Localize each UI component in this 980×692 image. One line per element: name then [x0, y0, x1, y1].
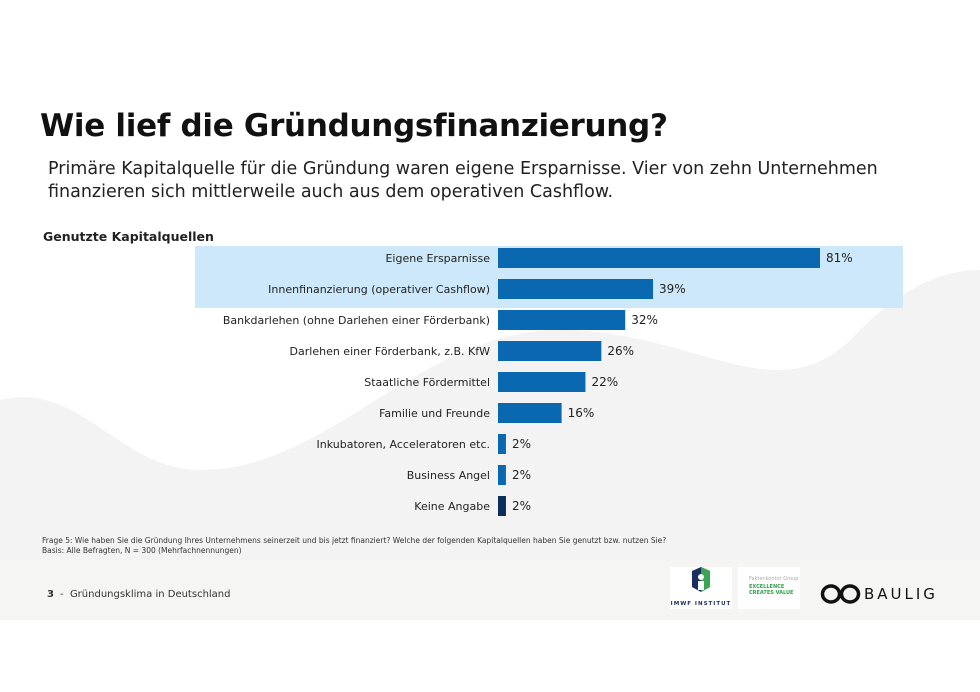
footer: 3- Gründungsklima in Deutschland	[47, 589, 231, 600]
page-title: Wie lief die Gründungsfinanzierung?	[40, 108, 668, 144]
baulig-text: BAULIG	[864, 585, 938, 603]
category-label: Business Angel	[407, 469, 490, 482]
footer-separator: -	[59, 589, 64, 600]
bar	[498, 496, 506, 516]
page-subtitle: Primäre Kapitalquelle für die Gründung w…	[48, 159, 878, 202]
bar	[498, 465, 506, 485]
bar	[498, 248, 820, 268]
faktenkontor-logo: Faktenkontor Group EXCELLENCE CREATES VA…	[738, 567, 800, 609]
data-label: 16%	[568, 406, 595, 420]
category-label: Innenfinanzierung (operativer Cashflow)	[268, 283, 490, 296]
bar	[498, 403, 562, 423]
imwf-logo-text: IMWF INSTITUT	[670, 601, 732, 607]
data-label: 2%	[512, 468, 531, 482]
faktenkontor-line2: CREATES VALUE	[749, 590, 794, 596]
category-label: Inkubatoren, Acceleratoren etc.	[317, 438, 490, 451]
data-label: 22%	[591, 375, 618, 389]
bar	[498, 279, 654, 299]
category-label: Eigene Ersparnisse	[385, 252, 490, 265]
data-label: 2%	[512, 437, 531, 451]
page-number: 3	[47, 589, 54, 600]
faktenkontor-line1: EXCELLENCE	[749, 584, 785, 590]
imwf-logo: IMWF INSTITUT	[670, 567, 732, 609]
footer-text: Gründungsklima in Deutschland	[69, 589, 231, 600]
chart-title: Genutzte Kapitalquellen	[43, 229, 214, 244]
category-label: Staatliche Fördermittel	[364, 376, 490, 389]
category-label: Keine Angabe	[414, 500, 490, 513]
data-label: 39%	[659, 282, 686, 296]
bar	[498, 372, 586, 392]
data-label: 26%	[607, 344, 634, 358]
category-label: Familie und Freunde	[379, 407, 490, 420]
bar-chart: Eigene Ersparnisse 81% Innenfinanzierung (…	[195, 246, 903, 516]
footnote: Frage 5: Wie haben Sie die Gründung Ihre…	[42, 536, 666, 556]
category-label: Darlehen einer Förderbank, z.B. KfW	[290, 345, 491, 358]
data-label: 32%	[631, 313, 658, 327]
bar	[498, 310, 626, 330]
footnote-basis: Basis: Alle Befragten, N = 300 (Mehrfach…	[42, 546, 242, 555]
category-label: Bankdarlehen (ohne Darlehen einer Förder…	[223, 314, 490, 327]
baulig-logo: BAULIG	[820, 583, 938, 605]
data-label: 81%	[826, 251, 853, 265]
footnote-question: Frage 5: Wie haben Sie die Gründung Ihre…	[42, 536, 667, 545]
infinity-icon	[820, 584, 861, 604]
bar	[498, 434, 506, 454]
faktenkontor-small: Faktenkontor Group	[749, 576, 799, 582]
data-label: 2%	[512, 499, 531, 513]
bar	[498, 341, 602, 361]
